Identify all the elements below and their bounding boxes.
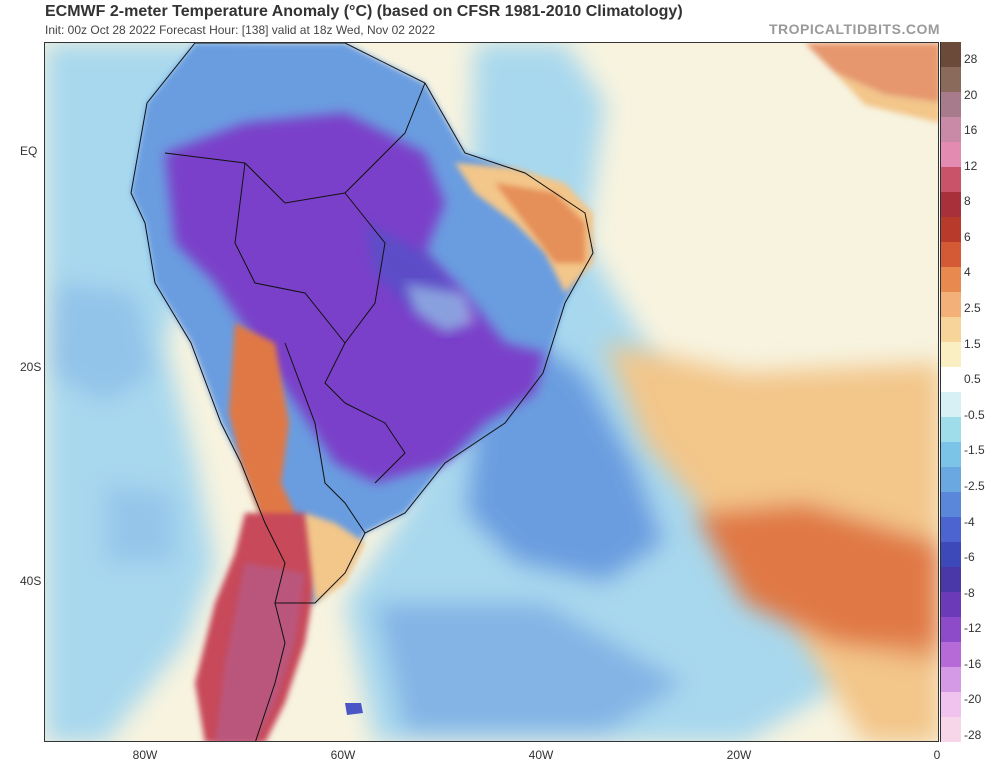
colorbar-label: 8 <box>964 194 971 209</box>
lat-label-20s: 20S <box>20 360 42 374</box>
colorbar-label: -1.5 <box>964 443 985 458</box>
colorbar-segment <box>941 592 961 617</box>
lon-label-0: 0 <box>933 748 941 762</box>
colorbar-segment <box>941 117 961 142</box>
colorbar-label: -4 <box>964 514 975 529</box>
colorbar-segment <box>941 267 961 292</box>
lon-label-80w: 80W <box>132 748 158 762</box>
colorbar-segment <box>941 192 961 217</box>
colorbar-segment <box>941 392 961 417</box>
colorbar-label: -28 <box>964 728 982 742</box>
colorbar-label: -12 <box>964 621 982 636</box>
colorbar-label: 28 <box>964 52 978 66</box>
colorbar <box>940 42 961 742</box>
colorbar-label: 2.5 <box>964 301 981 316</box>
colorbar-segment <box>941 342 961 367</box>
map-subtitle: Init: 00z Oct 28 2022 Forecast Hour: [13… <box>45 23 435 37</box>
atlantic-warm-anomaly <box>605 343 938 741</box>
colorbar-label: 0.5 <box>964 372 981 387</box>
colorbar-segment <box>941 492 961 517</box>
map-panel <box>44 42 939 742</box>
lon-label-60w: 60W <box>330 748 356 762</box>
map-title: ECMWF 2-meter Temperature Anomaly (°C) (… <box>45 3 683 20</box>
lon-label-20w: 20W <box>726 748 752 762</box>
colorbar-segment <box>941 617 961 642</box>
colorbar-label: -0.5 <box>964 407 985 422</box>
colorbar-label: 12 <box>964 158 978 173</box>
colorbar-label: -2.5 <box>964 478 985 493</box>
colorbar-label: -20 <box>964 692 982 707</box>
colorbar-segment <box>941 467 961 492</box>
colorbar-segment <box>941 292 961 317</box>
colorbar-segment <box>941 67 961 92</box>
south-america-landmass <box>131 43 593 741</box>
colorbar-label: 1.5 <box>964 336 981 351</box>
colorbar-segment <box>941 417 961 442</box>
country-borders <box>130 43 594 741</box>
lat-label-eq: EQ <box>20 144 38 158</box>
colorbar-segment <box>941 692 961 717</box>
colorbar-segment <box>941 517 961 542</box>
colorbar-label: 20 <box>964 87 978 102</box>
anomaly-map <box>45 43 938 741</box>
colorbar-segment <box>941 317 961 342</box>
lon-label-40w: 40W <box>528 748 554 762</box>
colorbar-segment <box>941 142 961 167</box>
colorbar-segment <box>941 167 961 192</box>
colorbar-label: 4 <box>964 265 971 280</box>
colorbar-segment <box>941 567 961 592</box>
site-brand: TROPICALTIDBITS.COM <box>768 21 940 37</box>
colorbar-segment <box>941 542 961 567</box>
falkland-islands <box>345 703 363 715</box>
colorbar-segment <box>941 367 961 392</box>
colorbar-label: -6 <box>964 550 975 565</box>
colorbar-segment <box>941 717 961 742</box>
colorbar-label: -8 <box>964 585 975 600</box>
colorbar-label: 6 <box>964 229 971 244</box>
lat-label-40s: 40S <box>20 574 42 588</box>
colorbar-segment <box>941 442 961 467</box>
colorbar-label: 16 <box>964 123 978 138</box>
colorbar-label: -16 <box>964 656 982 671</box>
colorbar-segment <box>941 642 961 667</box>
colorbar-segment <box>941 92 961 117</box>
colorbar-segment <box>941 42 961 67</box>
colorbar-segment <box>941 242 961 267</box>
africa-warm-anomaly <box>805 43 938 123</box>
colorbar-segment <box>941 667 961 692</box>
colorbar-segment <box>941 217 961 242</box>
